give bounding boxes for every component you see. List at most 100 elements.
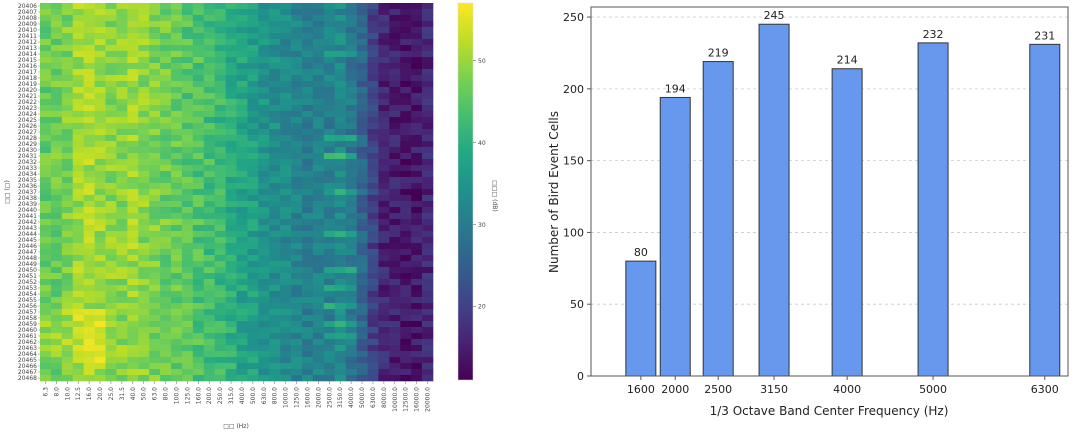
heatmap-cell	[181, 321, 194, 328]
heatmap-cell	[334, 105, 346, 112]
heatmap-cell	[203, 147, 215, 154]
heatmap-cell	[269, 57, 281, 64]
heatmap-cell	[345, 153, 357, 160]
heatmap-cell	[203, 123, 215, 130]
heatmap-cell	[181, 75, 194, 82]
heatmap-cell	[367, 141, 379, 148]
heatmap-cell	[192, 267, 205, 274]
heatmap-cell	[367, 261, 379, 268]
heatmap-cell	[225, 75, 237, 82]
heatmap-cell	[258, 345, 270, 352]
heatmap-cell	[127, 165, 139, 172]
heatmap-cell	[40, 243, 52, 250]
heatmap-cell	[61, 183, 74, 190]
heatmap-cell	[149, 33, 161, 40]
heatmap-cell	[94, 159, 106, 166]
heatmap-cell	[302, 237, 314, 244]
heatmap-cell	[138, 87, 150, 94]
heatmap-cell	[411, 177, 423, 184]
bar-value-label: 245	[764, 9, 785, 22]
heatmap-cell	[334, 351, 346, 358]
heatmap-cell	[171, 297, 183, 304]
heatmap-cell	[127, 159, 139, 166]
heatmap-cell	[116, 321, 128, 328]
heatmap-cell	[356, 243, 368, 250]
heatmap-cell	[225, 231, 237, 238]
heatmap-cell	[72, 27, 84, 34]
heatmap-cell	[312, 285, 325, 292]
heatmap-cell	[61, 345, 74, 352]
heatmap-cell	[149, 243, 161, 250]
heatmap-cell	[411, 213, 423, 220]
colorbar-tick-label: 30	[478, 222, 486, 229]
heatmap-cell	[247, 3, 259, 10]
heatmap-cell	[378, 357, 390, 364]
heatmap-cell	[247, 273, 259, 280]
heatmap-cell	[149, 279, 161, 286]
heatmap-cell	[149, 219, 161, 226]
heatmap-cell	[236, 105, 248, 112]
heatmap-cell	[323, 333, 336, 340]
heatmap-cell	[138, 261, 150, 268]
heatmap-cell	[400, 33, 412, 40]
heatmap-cell	[258, 21, 270, 28]
heatmap-y-tick-label: 20433	[18, 165, 37, 172]
heatmap-cell	[280, 171, 292, 178]
heatmap-cell	[192, 81, 205, 88]
heatmap-cell	[312, 93, 325, 100]
heatmap-cell	[40, 279, 52, 286]
heatmap-cell	[302, 261, 314, 268]
heatmap-cell	[302, 75, 314, 82]
heatmap-cell	[61, 273, 74, 280]
heatmap-cell	[378, 165, 390, 172]
heatmap-cell	[367, 117, 379, 124]
heatmap-cell	[236, 141, 248, 148]
heatmap-cell	[203, 63, 215, 70]
heatmap-cell	[214, 291, 226, 298]
heatmap-cell	[127, 207, 139, 214]
heatmap-cell	[138, 351, 150, 358]
heatmap-cell	[171, 213, 183, 220]
heatmap-cell	[50, 123, 63, 130]
heatmap-y-tick-label: 20410	[18, 27, 37, 34]
heatmap-cell	[214, 165, 226, 172]
heatmap-cell	[367, 231, 379, 238]
heatmap-cell	[192, 219, 205, 226]
heatmap-cell	[171, 147, 183, 154]
heatmap-cell	[291, 249, 303, 256]
heatmap-cell	[83, 63, 95, 70]
heatmap-cell	[127, 21, 139, 28]
heatmap-cell	[83, 57, 95, 64]
heatmap-cell	[312, 315, 325, 322]
heatmap-cell	[50, 153, 63, 160]
heatmap-cell	[105, 375, 117, 382]
heatmap-cell	[181, 357, 194, 364]
heatmap-cell	[138, 171, 150, 178]
heatmap-cell	[83, 297, 95, 304]
heatmap-cell	[214, 27, 226, 34]
heatmap-cell	[323, 75, 336, 82]
heatmap-cell	[269, 291, 281, 298]
heatmap-cell	[116, 159, 128, 166]
heatmap-cell	[171, 357, 183, 364]
heatmap-cell	[181, 261, 194, 268]
heatmap-cell	[367, 297, 379, 304]
heatmap-cell	[192, 147, 205, 154]
heatmap-cell	[378, 243, 390, 250]
heatmap-cell	[225, 27, 237, 34]
heatmap-cell	[138, 21, 150, 28]
heatmap-cell	[160, 105, 172, 112]
bar-y-tick-label: 150	[563, 155, 584, 168]
heatmap-cell	[291, 39, 303, 46]
heatmap-cell	[378, 201, 390, 208]
heatmap-cell	[171, 39, 183, 46]
heatmap-cell	[50, 3, 63, 10]
heatmap-cell	[214, 117, 226, 124]
heatmap-cell	[269, 135, 281, 142]
heatmap-cell	[291, 69, 303, 76]
heatmap-cell	[61, 27, 74, 34]
heatmap-cell	[160, 147, 172, 154]
heatmap-cell	[94, 333, 106, 340]
heatmap-cell	[40, 75, 52, 82]
heatmap-cell	[116, 279, 128, 286]
